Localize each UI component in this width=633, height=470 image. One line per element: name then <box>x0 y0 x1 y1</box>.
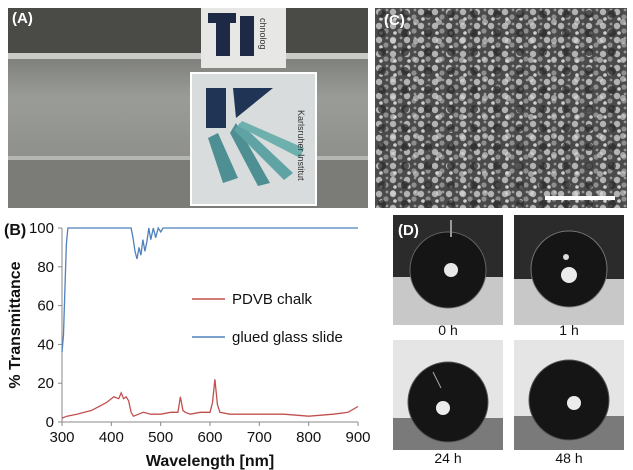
panel-label-a: (A) <box>12 10 33 27</box>
series-line-pdvb-chalk <box>62 379 358 418</box>
contact-angle-image-1h <box>514 215 624 325</box>
time-label-48h: 48 h <box>514 450 624 466</box>
contact-angle-image-24h <box>393 340 503 450</box>
y-tick-label: 100 <box>29 220 54 237</box>
legend-label: glued glass slide <box>232 329 343 346</box>
photo-glass-slide: chnolog Karlsruher Institut <box>8 8 368 208</box>
photo-glass-slide-illustration: chnolog Karlsruher Institut <box>8 8 368 208</box>
x-tick-label: 500 <box>148 429 173 446</box>
sem-texture <box>375 8 627 208</box>
panel-label-c: (C) <box>384 12 405 29</box>
time-label-0h: 0 h <box>393 322 503 338</box>
x-tick-label: 800 <box>296 429 321 446</box>
scale-bar <box>545 196 615 200</box>
panel-label-d: (D) <box>398 222 419 239</box>
time-label-24h: 24 h <box>393 450 503 466</box>
y-tick-label: 80 <box>37 259 54 276</box>
contact-angle-image-48h <box>514 340 624 450</box>
droplet-48h <box>514 340 624 450</box>
droplet-24h <box>393 340 503 450</box>
photo-bottom-label: Karlsruher Institut <box>296 110 306 181</box>
x-tick-label: 300 <box>49 429 74 446</box>
y-tick-label: 60 <box>37 298 54 315</box>
x-tick-label: 600 <box>197 429 222 446</box>
y-tick-label: 20 <box>37 375 54 392</box>
photo-top-label: chnolog <box>258 18 268 50</box>
y-tick-label: 0 <box>46 414 54 431</box>
panel-label-b: (B) <box>4 222 26 240</box>
x-tick-label: 400 <box>99 429 124 446</box>
droplet-1h <box>514 215 624 325</box>
x-axis-label: Wavelength [nm] <box>146 453 274 470</box>
legend-label: PDVB chalk <box>232 291 313 308</box>
transmittance-chart: 300 400 500 600 700 800 900 0 20 40 60 80 100 PDVB ch… <box>0 212 372 470</box>
y-axis-label: % Transmittance <box>7 261 24 388</box>
sem-image <box>375 8 627 208</box>
time-label-1h: 1 h <box>514 322 624 338</box>
x-tick-label: 700 <box>247 429 272 446</box>
x-tick-label: 900 <box>345 429 370 446</box>
y-tick-label: 40 <box>37 336 54 353</box>
